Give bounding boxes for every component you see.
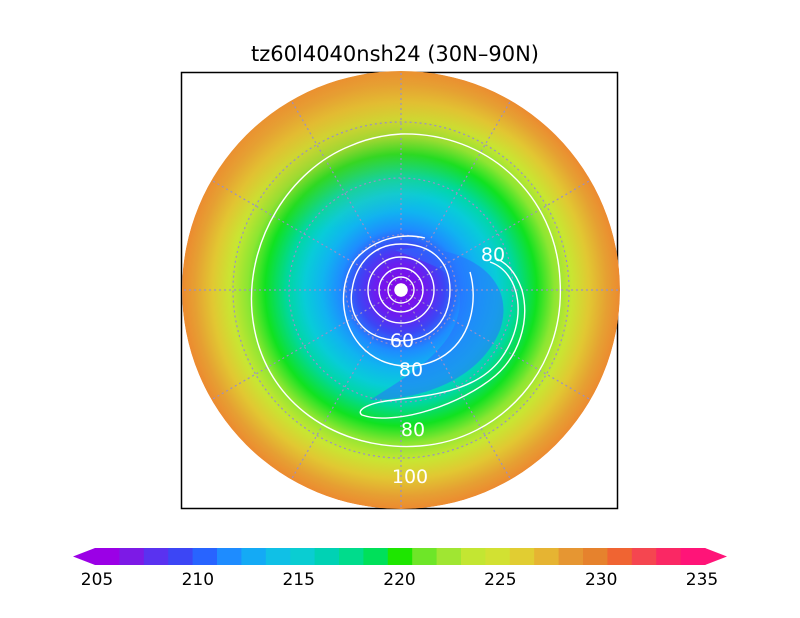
colorbar — [73, 548, 727, 565]
colorbar-tick-label: 235 — [686, 570, 718, 590]
colorbar-swatch — [95, 548, 120, 565]
colorbar-arrow-low — [73, 548, 95, 565]
colorbar-tick-label: 205 — [81, 570, 113, 590]
contour-label: 80 — [401, 419, 425, 441]
colorbar-arrow-high — [705, 548, 727, 565]
colorbar-swatch — [217, 548, 242, 565]
colorbar-swatch — [387, 548, 413, 565]
colorbar-swatch — [534, 548, 560, 565]
map-title: tz60l4040nsh24 (30N–90N) — [251, 42, 539, 66]
colorbar-swatch — [119, 548, 145, 565]
colorbar-swatch — [241, 548, 267, 565]
colorbar-swatch — [631, 548, 657, 565]
colorbar-swatch — [290, 548, 316, 565]
colorbar-swatch — [680, 548, 706, 565]
colorbar-swatch — [412, 548, 438, 565]
colorbar-swatch — [509, 548, 535, 565]
graticule — [182, 71, 620, 509]
contour-label: 60 — [390, 330, 414, 352]
colorbar-swatch — [314, 548, 340, 565]
colorbar-swatch — [168, 548, 194, 565]
contour-label-group: 80 60 80 80 100 — [390, 244, 505, 488]
colorbar-swatch — [461, 548, 486, 565]
contour-label: 80 — [399, 359, 423, 381]
colorbar-tick-label: 215 — [282, 570, 314, 590]
colorbar-swatch — [436, 548, 462, 565]
colorbar-swatch — [607, 548, 633, 565]
colorbar-swatch — [583, 548, 608, 565]
colorbar-swatch — [143, 548, 169, 565]
colorbar-swatch — [558, 548, 584, 565]
colorbar-tick-labels: 205 210 215 220 225 230 235 — [81, 570, 718, 590]
colorbar-swatch — [339, 548, 364, 565]
colorbar-tick-label: 220 — [383, 570, 415, 590]
colorbar-swatch — [363, 548, 389, 565]
colorbar-swatch — [656, 548, 682, 565]
colorbar-swatch — [485, 548, 511, 565]
contour-label: 100 — [392, 466, 428, 488]
colorbar-swatch — [192, 548, 218, 565]
colorbar-swatch — [265, 548, 291, 565]
colorbar-tick-label: 225 — [484, 570, 516, 590]
colorbar-tick-label: 210 — [182, 570, 214, 590]
colorbar-tick-label: 230 — [585, 570, 617, 590]
contour-label: 80 — [481, 244, 505, 266]
contour-lines — [250, 133, 562, 448]
